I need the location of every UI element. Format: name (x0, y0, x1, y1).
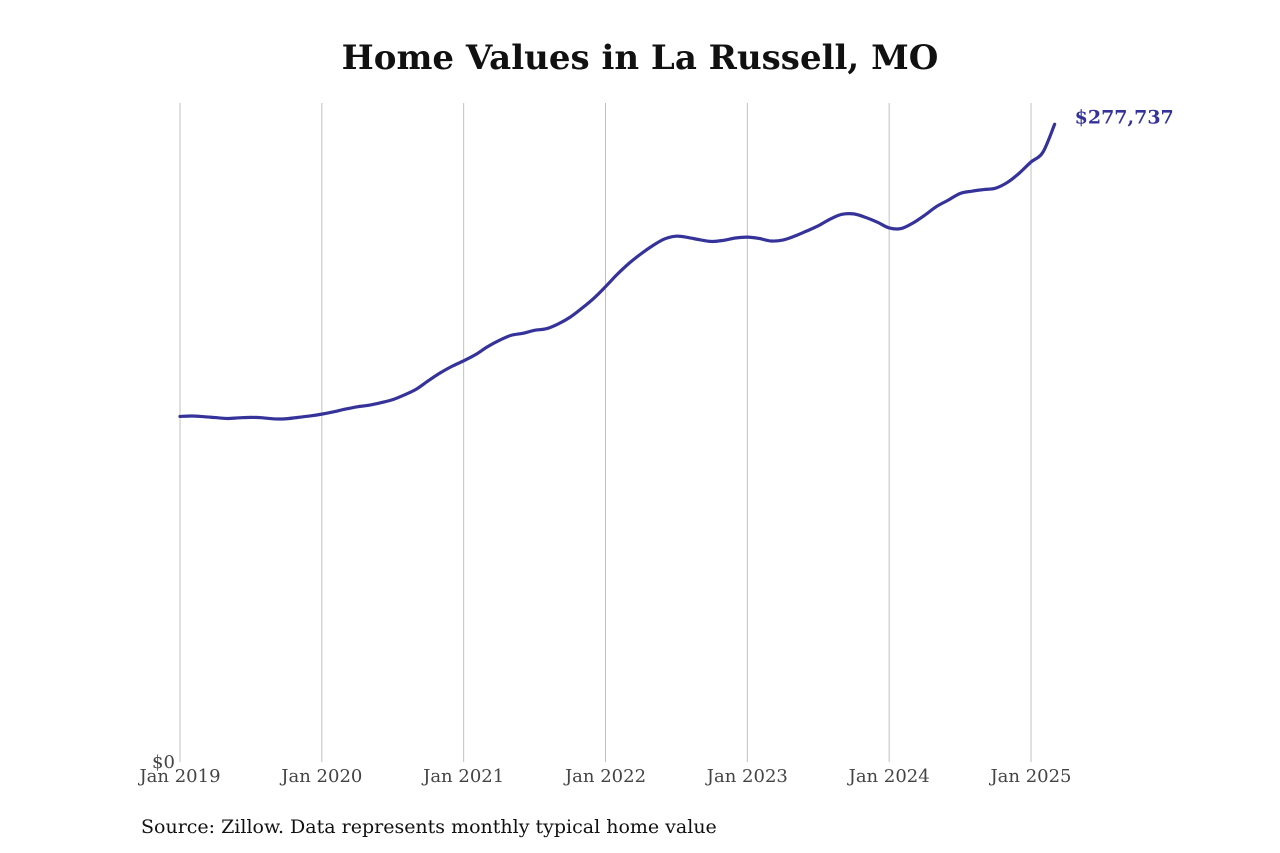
grid-lines (179, 103, 1032, 762)
x-axis-tick-labels: Jan 2019 Jan 2020 Jan 2021 Jan 2022 Jan 2023… (137, 766, 1071, 787)
x-tick-label: Jan 2025 (988, 766, 1071, 787)
x-tick-label: Jan 2023 (705, 766, 788, 787)
x-tick-label: Jan 2022 (563, 766, 646, 787)
y-axis-tick-labels: $0 (152, 752, 175, 773)
x-tick-label: Jan 2024 (847, 766, 930, 787)
y-tick-label: $0 (152, 752, 175, 773)
end-labels: $277,737 (1075, 106, 1174, 128)
source-note: Source: Zillow. Data represents monthly … (141, 816, 717, 838)
series (178, 122, 1057, 421)
x-tick-label: Jan 2020 (279, 766, 362, 787)
series-line (178, 122, 1057, 421)
end-value-label: $277,737 (1075, 106, 1174, 128)
x-tick-label: Jan 2021 (421, 766, 504, 787)
chart-title: Home Values in La Russell, MO (341, 38, 939, 78)
x-tick-label: Jan 2019 (137, 766, 220, 787)
